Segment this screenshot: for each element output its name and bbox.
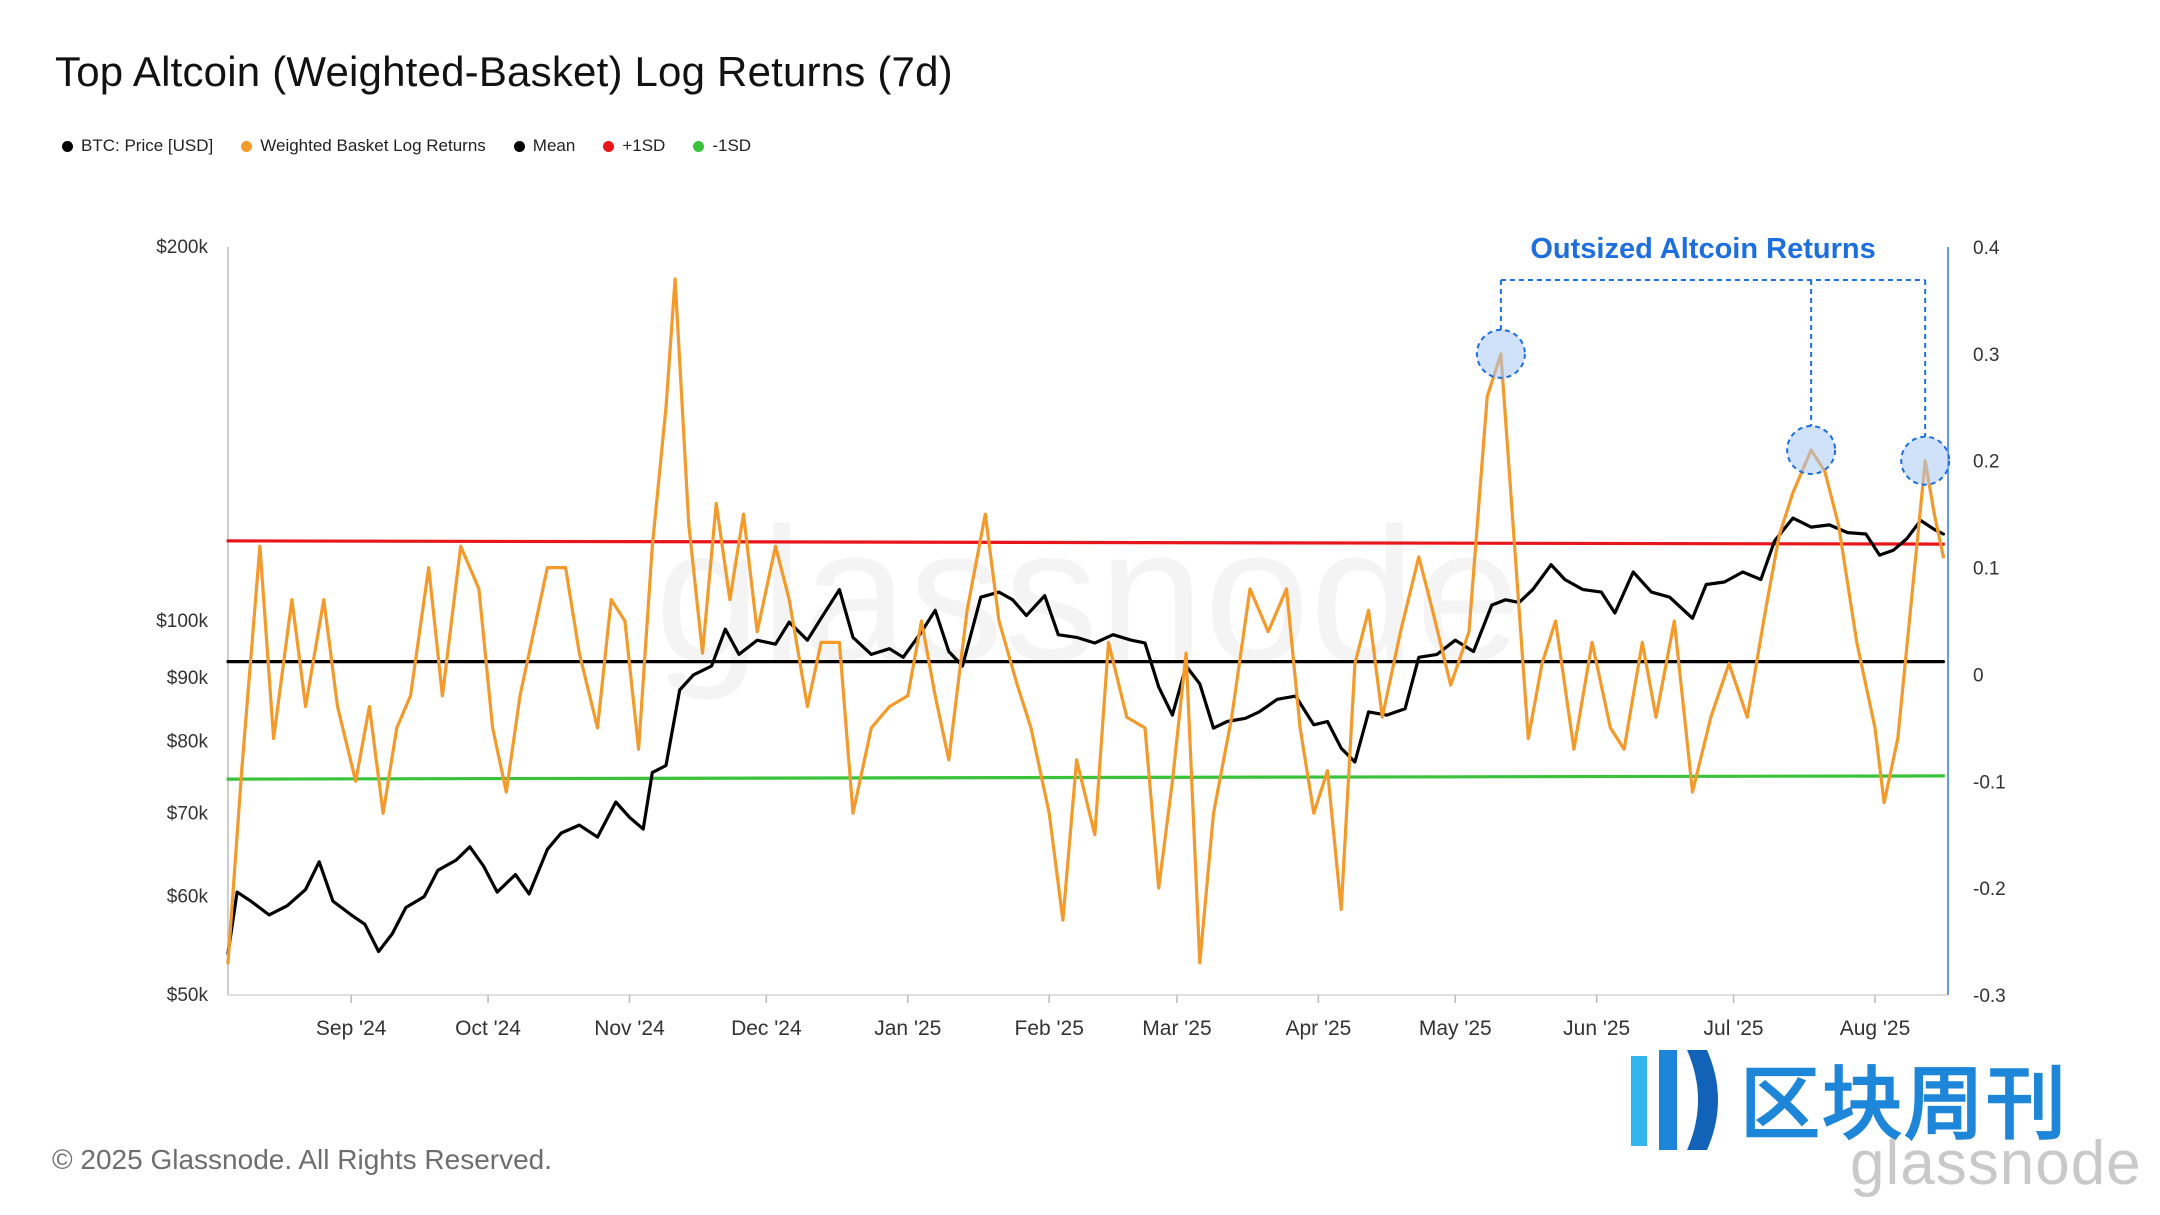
x-tick-label: Aug '25 <box>1840 1017 1911 1040</box>
y-right-tick-label: -0.1 <box>1973 772 2006 793</box>
x-tick-label: Jan '25 <box>874 1017 941 1040</box>
x-tick-label: Nov '24 <box>594 1017 665 1040</box>
legend-item-minus-1sd[interactable]: -1SD <box>693 136 751 156</box>
logo-text-cn: 区块周刊 <box>1740 1060 2068 1149</box>
x-tick-label: Mar '25 <box>1142 1017 1211 1040</box>
copyright-notice: © 2025 Glassnode. All Rights Reserved. <box>52 1144 553 1175</box>
x-tick-label: Jul '25 <box>1704 1017 1764 1040</box>
minus-1sd-line <box>226 774 1946 781</box>
legend-label: BTC: Price [USD] <box>81 136 214 155</box>
basket-returns-line <box>226 277 1946 965</box>
y-left-tick-label: $90k <box>167 668 209 689</box>
highlight-circle <box>1786 425 1837 476</box>
btc-price-line <box>226 516 1946 956</box>
y-left-tick-label: $70k <box>167 803 209 824</box>
legend-swatch <box>603 140 615 152</box>
y-left-tick-label: $50k <box>167 985 209 1006</box>
logo-mark-icon <box>1631 1050 1718 1150</box>
y-right-tick-label: 0.1 <box>1973 559 1999 580</box>
logo-text-brand: glassnode <box>1850 1129 2142 1198</box>
y-left-tick-label: $200k <box>156 237 208 258</box>
y-left-tick-label: $100k <box>156 611 208 632</box>
legend-item-plus-1sd[interactable]: +1SD <box>603 136 665 156</box>
plus-1sd-line <box>226 539 1946 546</box>
legend-label: Weighted Basket Log Returns <box>260 136 486 155</box>
legend-label: -1SD <box>712 136 752 155</box>
chart-title: Top Altcoin (Weighted-Basket) Log Return… <box>55 48 953 95</box>
y-left-tick-label: $60k <box>167 887 209 908</box>
highlight-circle <box>1475 328 1526 379</box>
x-tick-label: Feb '25 <box>1015 1017 1084 1040</box>
x-tick-label: Jun '25 <box>1563 1017 1630 1040</box>
legend-label: +1SD <box>622 136 666 155</box>
x-tick-label: Sep '24 <box>316 1017 387 1040</box>
y-right-tick-label: 0 <box>1973 665 1984 686</box>
y-right-tick-label: -0.2 <box>1973 879 2006 900</box>
legend-swatch <box>513 140 525 152</box>
y-right-tick-label: 0.4 <box>1973 238 2000 259</box>
annotation-label: Outsized Altcoin Returns <box>1530 233 1875 265</box>
legend-item-btc-price[interactable]: BTC: Price [USD] <box>62 136 213 156</box>
y-right-tick-label: -0.3 <box>1973 986 2006 1007</box>
highlight-circle <box>1900 435 1951 486</box>
legend-item-basket-returns[interactable]: Weighted Basket Log Returns <box>241 136 486 156</box>
legend-swatch <box>241 140 253 152</box>
legend-swatch <box>62 140 73 152</box>
legend-swatch <box>693 140 705 152</box>
y-right-tick-label: 0.2 <box>1973 452 1999 473</box>
x-tick-label: Oct '24 <box>455 1017 521 1040</box>
legend: BTC: Price [USD] Weighted Basket Log Ret… <box>62 136 751 156</box>
y-right-tick-label: 0.3 <box>1973 345 1999 366</box>
x-tick-label: Apr '25 <box>1285 1017 1351 1040</box>
x-tick-label: May '25 <box>1419 1017 1492 1040</box>
legend-item-mean[interactable]: Mean <box>513 136 576 156</box>
publisher-logo: 区块周刊 glassnode <box>1625 1040 2145 1200</box>
x-tick-label: Dec '24 <box>731 1017 802 1040</box>
legend-label: Mean <box>532 136 576 155</box>
y-left-tick-label: $80k <box>167 731 209 752</box>
